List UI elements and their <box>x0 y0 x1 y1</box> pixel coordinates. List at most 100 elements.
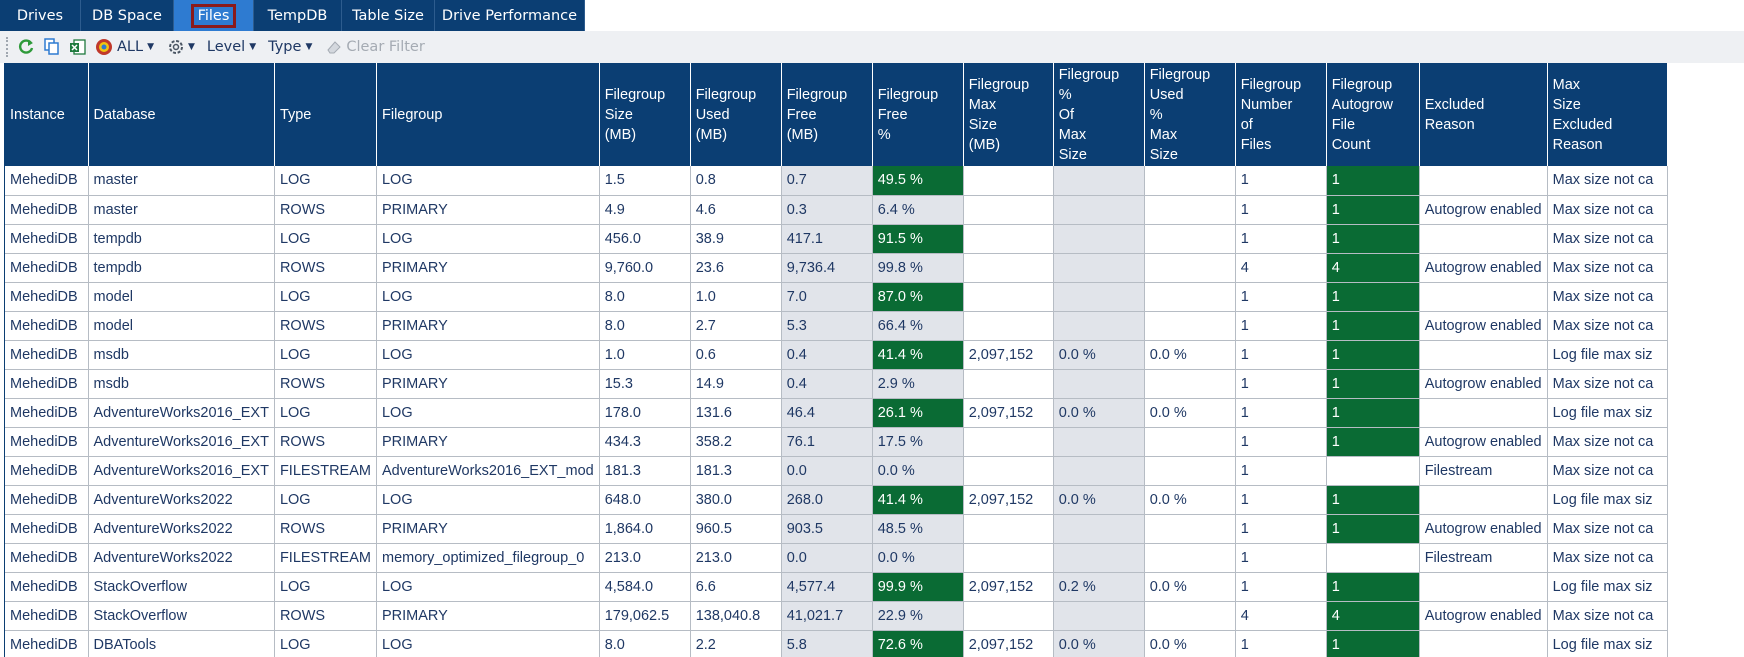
cell-database[interactable]: AdventureWorks2022 <box>88 514 275 544</box>
cell-num-files[interactable]: 1 <box>1235 166 1327 196</box>
cell-autogrow-count[interactable]: 1 <box>1326 485 1420 515</box>
cell-instance[interactable]: MehediDB <box>5 514 89 544</box>
clear-filter-button[interactable]: Clear Filter <box>346 39 424 55</box>
cell-free-pct[interactable]: 17.5 % <box>872 427 964 457</box>
table-row[interactable]: MehediDB master LOG LOG 1.5 0.8 0.7 49.5 % 1 1 Max… <box>5 166 1668 196</box>
type-dropdown[interactable]: Type <box>268 39 301 55</box>
cell-used[interactable]: 2.7 <box>690 311 782 341</box>
cell-used-pct-max[interactable] <box>1144 282 1236 312</box>
column-header-free[interactable]: Filegroup Free (MB) <box>781 63 873 166</box>
tab-db-space[interactable]: DB Space <box>81 0 174 31</box>
cell-instance[interactable]: MehediDB <box>5 543 89 573</box>
cell-excluded-reason[interactable] <box>1419 572 1548 602</box>
cell-size[interactable]: 178.0 <box>599 398 691 428</box>
cell-num-files[interactable]: 1 <box>1235 630 1327 657</box>
cell-used-pct-max[interactable] <box>1144 543 1236 573</box>
cell-type[interactable]: LOG <box>274 630 377 657</box>
cell-used[interactable]: 38.9 <box>690 224 782 254</box>
cell-free[interactable]: 41,021.7 <box>781 601 873 631</box>
cell-free-pct[interactable]: 6.4 % <box>872 195 964 225</box>
cell-type[interactable]: ROWS <box>274 195 377 225</box>
cell-size[interactable]: 8.0 <box>599 630 691 657</box>
cell-autogrow-count[interactable]: 1 <box>1326 224 1420 254</box>
cell-pct-of-max[interactable] <box>1053 282 1145 312</box>
cell-pct-of-max[interactable]: 0.2 % <box>1053 572 1145 602</box>
cell-num-files[interactable]: 1 <box>1235 543 1327 573</box>
cell-num-files[interactable]: 4 <box>1235 253 1327 283</box>
cell-max-size-excluded-reason[interactable]: Max size not ca <box>1547 311 1668 341</box>
chevron-down-icon[interactable]: ▼ <box>147 42 154 52</box>
table-row[interactable]: MehediDB AdventureWorks2022 LOG LOG 648.0 380… <box>5 485 1668 515</box>
cell-autogrow-count[interactable]: 4 <box>1326 601 1420 631</box>
cell-type[interactable]: LOG <box>274 398 377 428</box>
cell-excluded-reason[interactable]: Autogrow enabled <box>1419 195 1548 225</box>
cell-used[interactable]: 181.3 <box>690 456 782 486</box>
column-header-excluded-reason[interactable]: Excluded Reason <box>1419 63 1548 166</box>
table-row[interactable]: MehediDB tempdb LOG LOG 456.0 38.9 417.1 91.5 %… <box>5 224 1668 254</box>
column-header-free-pct[interactable]: Filegroup Free % <box>872 63 964 166</box>
cell-max-size[interactable] <box>963 253 1054 283</box>
cell-autogrow-count[interactable]: 1 <box>1326 398 1420 428</box>
cell-used[interactable]: 2.2 <box>690 630 782 657</box>
cell-excluded-reason[interactable]: Filestream <box>1419 456 1548 486</box>
cell-excluded-reason[interactable]: Autogrow enabled <box>1419 601 1548 631</box>
cell-filegroup[interactable]: AdventureWorks2016_EXT_mod <box>376 456 600 486</box>
cell-used[interactable]: 380.0 <box>690 485 782 515</box>
cell-filegroup[interactable]: PRIMARY <box>376 601 600 631</box>
cell-pct-of-max[interactable] <box>1053 195 1145 225</box>
cell-used-pct-max[interactable]: 0.0 % <box>1144 340 1236 370</box>
cell-free[interactable]: 5.8 <box>781 630 873 657</box>
column-header-size[interactable]: Filegroup Size (MB) <box>599 63 691 166</box>
cell-used-pct-max[interactable]: 0.0 % <box>1144 398 1236 428</box>
cell-instance[interactable]: MehediDB <box>5 427 89 457</box>
cell-size[interactable]: 4.9 <box>599 195 691 225</box>
table-row[interactable]: MehediDB tempdb ROWS PRIMARY 9,760.0 23.6 9,73… <box>5 253 1668 283</box>
table-row[interactable]: MehediDB AdventureWorks2016_EXT FILESTREAM… <box>5 456 1668 486</box>
cell-filegroup[interactable]: LOG <box>376 340 600 370</box>
cell-max-size[interactable]: 2,097,152 <box>963 630 1054 657</box>
column-header-max-size[interactable]: Filegroup Max Size (MB) <box>963 63 1054 166</box>
cell-pct-of-max[interactable] <box>1053 253 1145 283</box>
cell-size[interactable]: 434.3 <box>599 427 691 457</box>
cell-instance[interactable]: MehediDB <box>5 195 89 225</box>
cell-autogrow-count[interactable]: 1 <box>1326 572 1420 602</box>
column-header-autogrow-count[interactable]: Filegroup Autogrow File Count <box>1326 63 1420 166</box>
cell-excluded-reason[interactable] <box>1419 630 1548 657</box>
cell-free-pct[interactable]: 99.9 % <box>872 572 964 602</box>
cell-excluded-reason[interactable] <box>1419 224 1548 254</box>
table-row[interactable]: MehediDB AdventureWorks2022 FILESTREAM memo… <box>5 543 1668 573</box>
cell-free-pct[interactable]: 41.4 % <box>872 340 964 370</box>
cell-num-files[interactable]: 1 <box>1235 427 1327 457</box>
cell-max-size[interactable] <box>963 166 1054 196</box>
cell-free-pct[interactable]: 0.0 % <box>872 456 964 486</box>
cell-num-files[interactable]: 1 <box>1235 485 1327 515</box>
cell-max-size[interactable]: 2,097,152 <box>963 398 1054 428</box>
cell-type[interactable]: FILESTREAM <box>274 543 377 573</box>
cell-free-pct[interactable]: 49.5 % <box>872 166 964 196</box>
cell-used-pct-max[interactable] <box>1144 456 1236 486</box>
cell-filegroup[interactable]: LOG <box>376 282 600 312</box>
table-row[interactable]: MehediDB StackOverflow ROWS PRIMARY 179,062.… <box>5 601 1668 631</box>
cell-type[interactable]: ROWS <box>274 514 377 544</box>
cell-used[interactable]: 14.9 <box>690 369 782 399</box>
cell-type[interactable]: LOG <box>274 224 377 254</box>
cell-instance[interactable]: MehediDB <box>5 253 89 283</box>
cell-free[interactable]: 4,577.4 <box>781 572 873 602</box>
cell-used-pct-max[interactable] <box>1144 311 1236 341</box>
cell-max-size[interactable]: 2,097,152 <box>963 485 1054 515</box>
cell-database[interactable]: StackOverflow <box>88 572 275 602</box>
cell-filegroup[interactable]: PRIMARY <box>376 369 600 399</box>
cell-filegroup[interactable]: LOG <box>376 398 600 428</box>
table-row[interactable]: MehediDB StackOverflow LOG LOG 4,584.0 6.6 4,5… <box>5 572 1668 602</box>
cell-database[interactable]: AdventureWorks2016_EXT <box>88 427 275 457</box>
cell-free-pct[interactable]: 66.4 % <box>872 311 964 341</box>
cell-size[interactable]: 9,760.0 <box>599 253 691 283</box>
files-grid[interactable]: Instance Database Type Filegroup Filegroup S… <box>4 63 1744 657</box>
cell-autogrow-count[interactable]: 1 <box>1326 369 1420 399</box>
cell-num-files[interactable]: 4 <box>1235 601 1327 631</box>
column-header-max-size-excluded-reason[interactable]: Max Size Excluded Reason <box>1547 63 1668 166</box>
cell-max-size[interactable] <box>963 543 1054 573</box>
eraser-icon[interactable] <box>324 37 344 57</box>
cell-free-pct[interactable]: 72.6 % <box>872 630 964 657</box>
cell-autogrow-count[interactable]: 1 <box>1326 311 1420 341</box>
